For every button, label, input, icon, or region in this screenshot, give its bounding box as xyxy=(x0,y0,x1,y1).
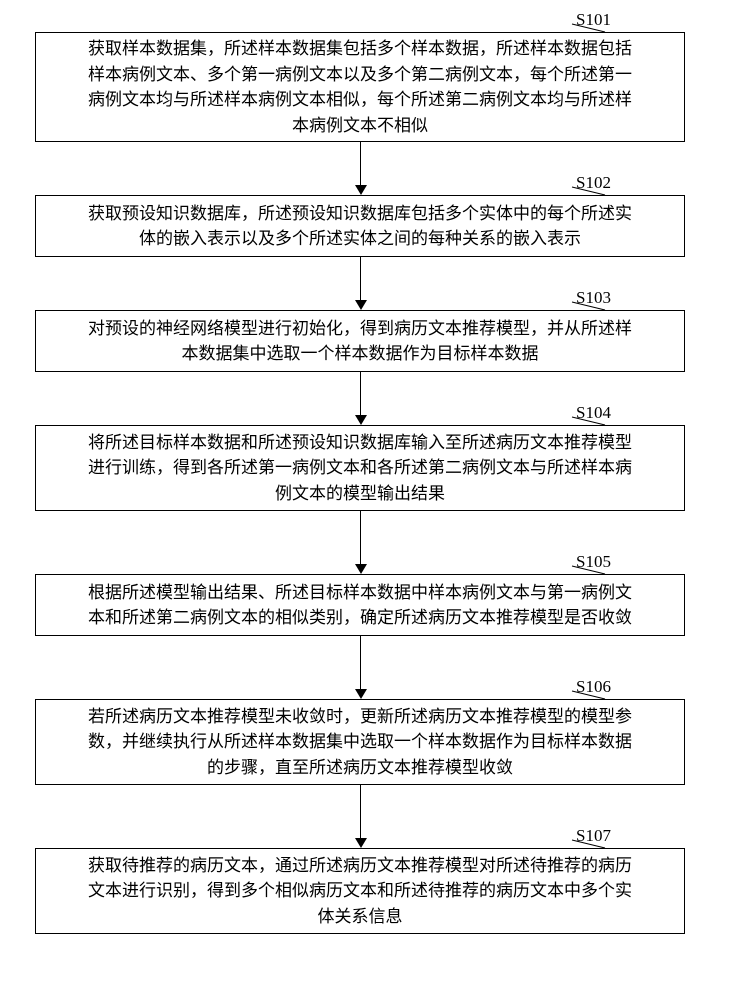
step-label-s101: S101 xyxy=(576,10,611,30)
flow-arrow-head xyxy=(355,300,367,310)
step-label-s102: S102 xyxy=(576,173,611,193)
flow-node-text: 获取样本数据集，所述样本数据集包括多个样本数据，所述样本数据包括 样本病例文本、… xyxy=(88,36,632,138)
step-label-s104: S104 xyxy=(576,403,611,423)
flow-node-s101: 获取样本数据集，所述样本数据集包括多个样本数据，所述样本数据包括 样本病例文本、… xyxy=(35,32,685,142)
flow-node-s104: 将所述目标样本数据和所述预设知识数据库输入至所述病历文本推荐模型 进行训练，得到… xyxy=(35,425,685,511)
flow-arrow xyxy=(360,372,361,415)
flow-node-text: 若所述病历文本推荐模型未收敛时，更新所述病历文本推荐模型的模型参 数，并继续执行… xyxy=(88,704,632,781)
flow-arrow xyxy=(360,257,361,300)
flowchart-canvas: 获取样本数据集，所述样本数据集包括多个样本数据，所述样本数据包括 样本病例文本、… xyxy=(0,0,735,1000)
flow-node-text: 获取预设知识数据库，所述预设知识数据库包括多个实体中的每个所述实 体的嵌入表示以… xyxy=(88,201,632,252)
flow-node-s106: 若所述病历文本推荐模型未收敛时，更新所述病历文本推荐模型的模型参 数，并继续执行… xyxy=(35,699,685,785)
flow-node-s105: 根据所述模型输出结果、所述目标样本数据中样本病例文本与第一病例文 本和所述第二病… xyxy=(35,574,685,636)
flow-arrow xyxy=(360,142,361,185)
flow-node-text: 对预设的神经网络模型进行初始化，得到病历文本推荐模型，并从所述样 本数据集中选取… xyxy=(88,316,632,367)
flow-arrow xyxy=(360,785,361,838)
step-label-s103: S103 xyxy=(576,288,611,308)
flow-arrow-head xyxy=(355,689,367,699)
flow-arrow-head xyxy=(355,185,367,195)
flow-node-text: 将所述目标样本数据和所述预设知识数据库输入至所述病历文本推荐模型 进行训练，得到… xyxy=(88,430,632,507)
flow-arrow xyxy=(360,511,361,564)
step-label-s105: S105 xyxy=(576,552,611,572)
flow-node-s107: 获取待推荐的病历文本，通过所述病历文本推荐模型对所述待推荐的病历 文本进行识别，… xyxy=(35,848,685,934)
flow-node-s103: 对预设的神经网络模型进行初始化，得到病历文本推荐模型，并从所述样 本数据集中选取… xyxy=(35,310,685,372)
step-label-s107: S107 xyxy=(576,826,611,846)
flow-node-text: 根据所述模型输出结果、所述目标样本数据中样本病例文本与第一病例文 本和所述第二病… xyxy=(88,580,632,631)
flow-arrow-head xyxy=(355,838,367,848)
flow-arrow-head xyxy=(355,564,367,574)
flow-node-text: 获取待推荐的病历文本，通过所述病历文本推荐模型对所述待推荐的病历 文本进行识别，… xyxy=(88,853,632,930)
flow-arrow-head xyxy=(355,415,367,425)
step-label-s106: S106 xyxy=(576,677,611,697)
flow-arrow xyxy=(360,636,361,689)
flow-node-s102: 获取预设知识数据库，所述预设知识数据库包括多个实体中的每个所述实 体的嵌入表示以… xyxy=(35,195,685,257)
